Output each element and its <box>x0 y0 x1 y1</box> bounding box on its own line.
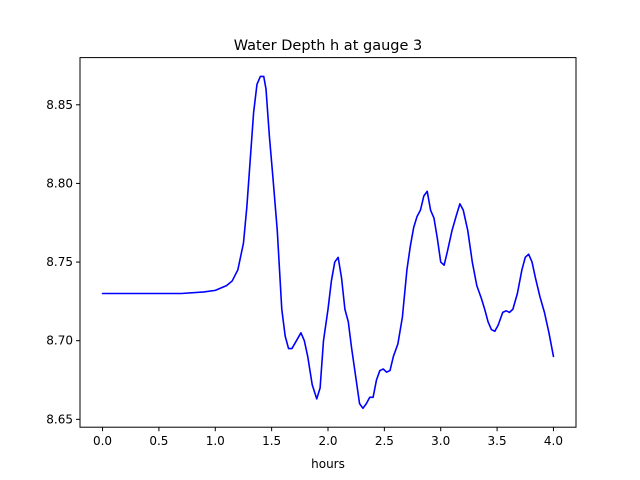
x-tick-label: 1.5 <box>262 434 281 448</box>
y-tick-label: 8.65 <box>46 412 73 426</box>
x-tick-label: 3.5 <box>488 434 507 448</box>
plot-frame <box>79 57 577 428</box>
series-line <box>101 75 555 410</box>
x-axis-label: hours <box>311 457 345 471</box>
x-tick-label: 3.0 <box>431 434 450 448</box>
y-tick-label: 8.70 <box>46 334 73 348</box>
x-tick-label: 4.0 <box>544 434 563 448</box>
x-axis: 0.0 0.5 1.0 1.5 2.0 2.5 3.0 3.5 4.0 <box>93 427 563 448</box>
x-tick-label: 2.5 <box>375 434 394 448</box>
y-tick-label: 8.75 <box>46 255 73 269</box>
chart-title: Water Depth h at gauge 3 <box>234 38 422 54</box>
plot-area <box>101 75 555 410</box>
y-tick-label: 8.85 <box>46 98 73 112</box>
x-tick-label: 1.0 <box>206 434 225 448</box>
y-tick-label: 8.80 <box>46 176 73 190</box>
x-tick-label: 0.5 <box>149 434 168 448</box>
y-axis: 8.65 8.70 8.75 8.80 8.85 <box>46 98 80 426</box>
x-tick-label: 2.0 <box>318 434 337 448</box>
x-tick-label: 0.0 <box>93 434 112 448</box>
